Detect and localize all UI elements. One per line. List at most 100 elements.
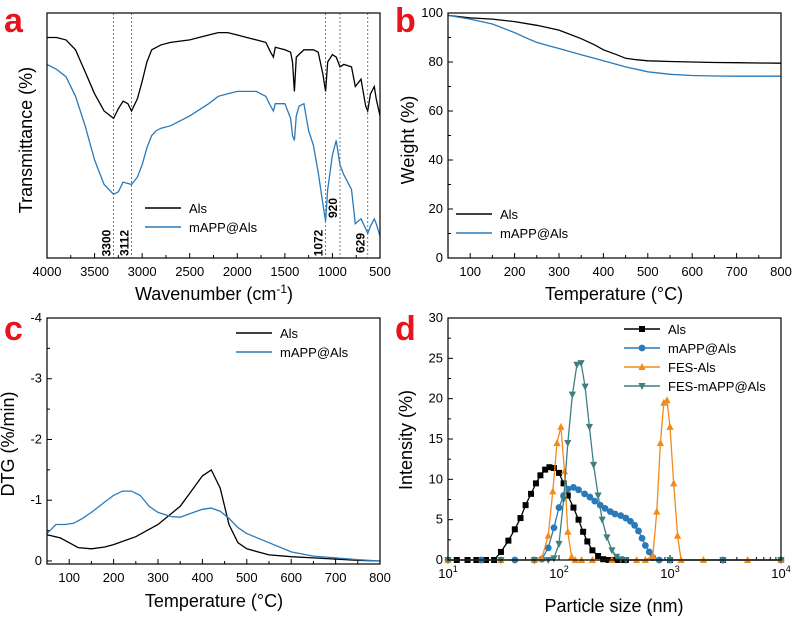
series-point-Als	[511, 526, 518, 533]
series-point-Als	[522, 502, 529, 509]
series-point-Als	[580, 528, 587, 535]
legend-marker	[638, 344, 646, 352]
y-tick-label: 20	[429, 201, 443, 216]
series-line-mAPP@Als	[447, 14, 781, 77]
series-point-FES-Als	[670, 479, 678, 487]
y-tick-label: 20	[429, 391, 443, 406]
series-point-FES-mAPP@Als	[577, 360, 585, 368]
x-tick-base: 10	[438, 566, 452, 581]
series-line-Als	[47, 31, 381, 120]
series-point-Als	[517, 515, 524, 522]
panel-c-ylabel: DTG (%/min)	[0, 392, 18, 497]
series-point-Als	[532, 480, 539, 487]
legend-label: Als	[189, 201, 208, 216]
series-point-mAPP@Als	[544, 544, 552, 552]
x-tick-base: 10	[660, 566, 674, 581]
annotation-label: 920	[326, 198, 340, 218]
series-point-FES-mAPP@Als	[573, 361, 581, 369]
panel-d-legend: Als mAPP@Als FES-Als FES-mAPP@Als	[624, 322, 766, 394]
y-tick-label: -2	[30, 431, 42, 446]
y-tick-label: -3	[30, 371, 42, 386]
x-tick-label: 100	[459, 264, 481, 279]
x-tick-exp: 1	[453, 564, 458, 574]
legend-marker	[638, 383, 646, 390]
panel-a-chart: a 4000 3500 3000 2500 2000 1500 1000 500 3300 31…	[4, 2, 391, 304]
panel-a-frame	[46, 12, 381, 259]
panel-c-legend: Als mAPP@Als	[236, 326, 349, 360]
x-tick-label: 2500	[175, 264, 204, 279]
legend-label: mAPP@Als	[668, 341, 737, 356]
x-tick-label: 4000	[33, 264, 62, 279]
panel-b-plot-area	[447, 14, 782, 77]
x-tick-label: 600	[280, 570, 302, 585]
series-point-Als	[570, 504, 577, 511]
legend-label: mAPP@Als	[280, 345, 349, 360]
x-tick-label: 200	[504, 264, 526, 279]
series-line-mAPP@Als	[46, 63, 381, 237]
series-point-FES-Als	[560, 467, 569, 475]
x-tick-label: 500	[637, 264, 659, 279]
series-point-mAPP@Als	[617, 512, 625, 520]
x-tick-label: 500	[236, 570, 258, 585]
x-tick-base: 10	[549, 566, 563, 581]
y-tick-label: 25	[429, 350, 443, 365]
y-tick-label: 5	[436, 512, 443, 527]
series-point-Als	[600, 556, 607, 563]
legend-label: FES-mAPP@Als	[668, 379, 766, 394]
panel-c-chart: c 100 200 300 400 500 600 700 800 0 -1 -2 -3 -4 Temp…	[0, 310, 391, 611]
legend-label: Als	[280, 326, 299, 341]
series-line-FES-Als	[448, 399, 781, 561]
series-point-mAPP@Als	[631, 521, 639, 529]
x-tick-label: 300	[548, 264, 570, 279]
series-point-FES-mAPP@Als	[612, 553, 621, 561]
series-line-Als	[447, 14, 782, 64]
panel-a-ylabel: Transmittance (%)	[16, 67, 36, 213]
series-point-mAPP@Als	[586, 493, 594, 501]
series-point-mAPP@Als	[641, 542, 649, 549]
panel-d-frame	[447, 317, 782, 561]
series-point-Als	[556, 469, 562, 476]
x-tick-label: 800	[770, 264, 792, 279]
series-point-Als	[550, 465, 557, 472]
series-point-mAPP@Als	[611, 510, 619, 518]
series-point-mAPP@Als	[601, 504, 609, 512]
panel-b-chart: b 100 200 300 400 500 600 700 800 0 20 40 60 80 100 T…	[395, 2, 792, 304]
panel-b-legend: Als mAPP@Als	[456, 207, 569, 241]
x-tick-label: 700	[726, 264, 748, 279]
x-tick-exp: 3	[675, 564, 680, 574]
x-tick-base: 10	[771, 566, 785, 581]
series-point-mAPP@Als	[555, 504, 563, 511]
panel-d-xlabel: Particle size (nm)	[544, 596, 683, 616]
panel-c-frame	[46, 317, 381, 565]
series-point-FES-mAPP@Als	[603, 534, 611, 542]
x-tick-exp: 2	[564, 564, 569, 574]
x-tick-label: 3500	[80, 264, 109, 279]
series-point-mAPP@Als	[627, 517, 634, 525]
series-point-Als	[584, 538, 591, 545]
legend-label: mAPP@Als	[189, 220, 258, 235]
series-point-FES-mAPP@Als	[608, 547, 616, 555]
x-tick-label: 400	[593, 264, 615, 279]
panel-d-ylabel: Intensity (%)	[396, 390, 416, 490]
series-point-FES-Als	[673, 531, 682, 539]
legend-label: mAPP@Als	[500, 226, 569, 241]
series-point-FES-mAPP@Als	[585, 423, 594, 431]
series-point-Als	[542, 466, 549, 473]
y-tick-label: 40	[429, 152, 443, 167]
legend-label: Als	[668, 322, 687, 337]
x-tick-label: 300	[147, 570, 169, 585]
panel-b-ticks: 100 200 300 400 500 600 700 800 0 20 40 60 80 100	[421, 5, 792, 279]
x-tick-label: 102	[549, 564, 568, 581]
y-tick-label: 0	[436, 552, 443, 567]
x-tick-label: 800	[369, 570, 391, 585]
series-point-Als	[497, 548, 504, 555]
x-tick-label: 2000	[223, 264, 252, 279]
panel-b-frame	[447, 12, 782, 259]
series-point-Als	[595, 552, 602, 559]
panel-c-plot-area	[46, 468, 381, 562]
panel-label-c: c	[4, 310, 23, 348]
